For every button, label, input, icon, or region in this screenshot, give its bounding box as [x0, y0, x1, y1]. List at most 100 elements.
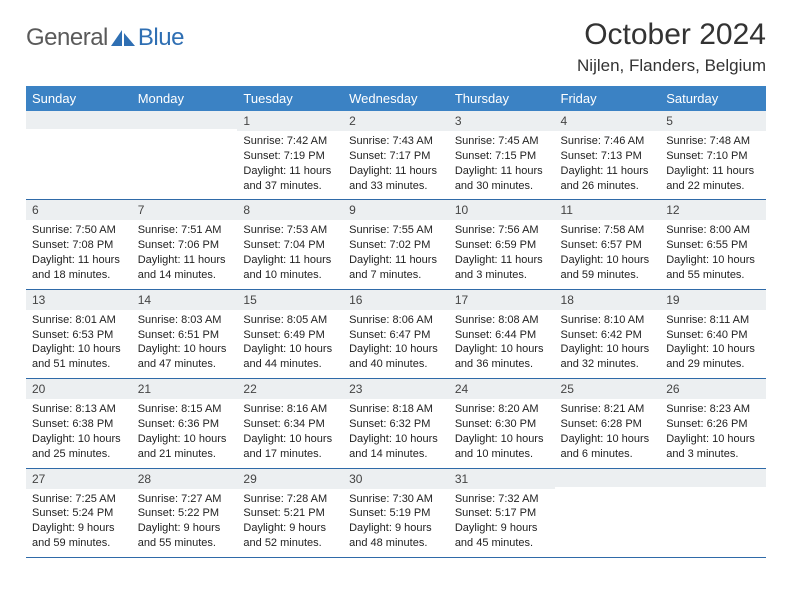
daylight-text: Daylight: 10 hours and 36 minutes. [455, 342, 549, 372]
calendar-day-cell: 13Sunrise: 8:01 AMSunset: 6:53 PMDayligh… [26, 289, 132, 378]
calendar-day-cell [26, 111, 132, 200]
sunset-text: Sunset: 6:32 PM [349, 417, 443, 432]
calendar-day-cell [660, 468, 766, 557]
calendar-day-cell: 5Sunrise: 7:48 AMSunset: 7:10 PMDaylight… [660, 111, 766, 200]
sunrise-text: Sunrise: 7:42 AM [243, 134, 337, 149]
day-details: Sunrise: 8:21 AMSunset: 6:28 PMDaylight:… [555, 399, 661, 467]
daylight-text: Daylight: 10 hours and 32 minutes. [561, 342, 655, 372]
day-details: Sunrise: 7:28 AMSunset: 5:21 PMDaylight:… [237, 489, 343, 557]
sunrise-text: Sunrise: 8:16 AM [243, 402, 337, 417]
daylight-text: Daylight: 10 hours and 3 minutes. [666, 432, 760, 462]
daylight-text: Daylight: 10 hours and 47 minutes. [138, 342, 232, 372]
sunrise-text: Sunrise: 8:20 AM [455, 402, 549, 417]
day-details: Sunrise: 7:50 AMSunset: 7:08 PMDaylight:… [26, 220, 132, 288]
calendar-day-cell: 15Sunrise: 8:05 AMSunset: 6:49 PMDayligh… [237, 289, 343, 378]
daylight-text: Daylight: 11 hours and 26 minutes. [561, 164, 655, 194]
sunrise-text: Sunrise: 7:51 AM [138, 223, 232, 238]
daylight-text: Daylight: 11 hours and 3 minutes. [455, 253, 549, 283]
daylight-text: Daylight: 11 hours and 10 minutes. [243, 253, 337, 283]
daylight-text: Daylight: 10 hours and 14 minutes. [349, 432, 443, 462]
daylight-text: Daylight: 11 hours and 22 minutes. [666, 164, 760, 194]
calendar-table: Sunday Monday Tuesday Wednesday Thursday… [26, 86, 766, 558]
sunset-text: Sunset: 7:17 PM [349, 149, 443, 164]
day-number: 27 [26, 469, 132, 489]
sunrise-text: Sunrise: 8:01 AM [32, 313, 126, 328]
day-header: Sunday [26, 86, 132, 111]
day-number: 24 [449, 379, 555, 399]
sunset-text: Sunset: 6:38 PM [32, 417, 126, 432]
day-details: Sunrise: 8:01 AMSunset: 6:53 PMDaylight:… [26, 310, 132, 378]
day-header: Friday [555, 86, 661, 111]
sunset-text: Sunset: 6:51 PM [138, 328, 232, 343]
day-number: 13 [26, 290, 132, 310]
day-number: 12 [660, 200, 766, 220]
daylight-text: Daylight: 11 hours and 7 minutes. [349, 253, 443, 283]
day-number: 9 [343, 200, 449, 220]
daylight-text: Daylight: 9 hours and 55 minutes. [138, 521, 232, 551]
sunrise-text: Sunrise: 7:27 AM [138, 492, 232, 507]
sunrise-text: Sunrise: 8:18 AM [349, 402, 443, 417]
sunset-text: Sunset: 7:04 PM [243, 238, 337, 253]
calendar-day-cell: 17Sunrise: 8:08 AMSunset: 6:44 PMDayligh… [449, 289, 555, 378]
calendar-day-cell: 29Sunrise: 7:28 AMSunset: 5:21 PMDayligh… [237, 468, 343, 557]
calendar-week-row: 6Sunrise: 7:50 AMSunset: 7:08 PMDaylight… [26, 200, 766, 289]
sunset-text: Sunset: 6:47 PM [349, 328, 443, 343]
day-number: 21 [132, 379, 238, 399]
page-header: General Blue October 2024 Nijlen, Flande… [26, 18, 766, 76]
day-number: 3 [449, 111, 555, 131]
calendar-week-row: 13Sunrise: 8:01 AMSunset: 6:53 PMDayligh… [26, 289, 766, 378]
calendar-day-cell: 31Sunrise: 7:32 AMSunset: 5:17 PMDayligh… [449, 468, 555, 557]
sunrise-text: Sunrise: 7:43 AM [349, 134, 443, 149]
sunrise-text: Sunrise: 7:28 AM [243, 492, 337, 507]
sunrise-text: Sunrise: 8:21 AM [561, 402, 655, 417]
day-details: Sunrise: 8:13 AMSunset: 6:38 PMDaylight:… [26, 399, 132, 467]
daylight-text: Daylight: 11 hours and 18 minutes. [32, 253, 126, 283]
sunrise-text: Sunrise: 7:48 AM [666, 134, 760, 149]
calendar-day-cell: 8Sunrise: 7:53 AMSunset: 7:04 PMDaylight… [237, 200, 343, 289]
calendar-day-cell: 24 Sunrise: 8:20 AMSunset: 6:30 PMDayligh… [449, 379, 555, 468]
day-number: 26 [660, 379, 766, 399]
sunset-text: Sunset: 5:24 PM [32, 506, 126, 521]
sunrise-text: Sunrise: 7:50 AM [32, 223, 126, 238]
day-number: 14 [132, 290, 238, 310]
brand-word2: Blue [138, 24, 184, 52]
day-details: Sunrise: 8:10 AMSunset: 6:42 PMDaylight:… [555, 310, 661, 378]
daylight-text: Daylight: 10 hours and 44 minutes. [243, 342, 337, 372]
sail-icon [110, 29, 136, 47]
day-number: 5 [660, 111, 766, 131]
day-number: 10 [449, 200, 555, 220]
daylight-text: Daylight: 9 hours and 45 minutes. [455, 521, 549, 551]
calendar-week-row: 1Sunrise: 7:42 AMSunset: 7:19 PMDaylight… [26, 111, 766, 200]
calendar-week-row: 27Sunrise: 7:25 AMSunset: 5:24 PMDayligh… [26, 468, 766, 557]
daylight-text: Daylight: 11 hours and 14 minutes. [138, 253, 232, 283]
day-header: Wednesday [343, 86, 449, 111]
daylight-text: Daylight: 10 hours and 29 minutes. [666, 342, 760, 372]
sunset-text: Sunset: 6:30 PM [455, 417, 549, 432]
day-details: Sunrise: 7:56 AMSunset: 6:59 PMDaylight:… [449, 220, 555, 288]
sunset-text: Sunset: 6:36 PM [138, 417, 232, 432]
empty-day-number [555, 469, 661, 487]
day-details: Sunrise: 7:25 AMSunset: 5:24 PMDaylight:… [26, 489, 132, 557]
sunrise-text: Sunrise: 8:00 AM [666, 223, 760, 238]
calendar-day-cell: 21Sunrise: 8:15 AMSunset: 6:36 PMDayligh… [132, 379, 238, 468]
sunset-text: Sunset: 7:15 PM [455, 149, 549, 164]
sunrise-text: Sunrise: 7:55 AM [349, 223, 443, 238]
daylight-text: Daylight: 10 hours and 10 minutes. [455, 432, 549, 462]
daylight-text: Daylight: 10 hours and 17 minutes. [243, 432, 337, 462]
calendar-day-cell: 16Sunrise: 8:06 AMSunset: 6:47 PMDayligh… [343, 289, 449, 378]
day-number: 4 [555, 111, 661, 131]
sunrise-text: Sunrise: 8:15 AM [138, 402, 232, 417]
day-details: Sunrise: 7:53 AMSunset: 7:04 PMDaylight:… [237, 220, 343, 288]
day-details: Sunrise: 8:11 AMSunset: 6:40 PMDaylight:… [660, 310, 766, 378]
day-number: 15 [237, 290, 343, 310]
day-details: Sunrise: 7:32 AMSunset: 5:17 PMDaylight:… [449, 489, 555, 557]
calendar-day-cell: 23Sunrise: 8:18 AMSunset: 6:32 PMDayligh… [343, 379, 449, 468]
day-number: 16 [343, 290, 449, 310]
day-details: Sunrise: 7:46 AMSunset: 7:13 PMDaylight:… [555, 131, 661, 199]
calendar-day-cell: 19Sunrise: 8:11 AMSunset: 6:40 PMDayligh… [660, 289, 766, 378]
sunset-text: Sunset: 5:17 PM [455, 506, 549, 521]
sunrise-text: Sunrise: 7:45 AM [455, 134, 549, 149]
daylight-text: Daylight: 9 hours and 59 minutes. [32, 521, 126, 551]
day-details: Sunrise: 8:23 AMSunset: 6:26 PMDaylight:… [660, 399, 766, 467]
calendar-day-cell: 1Sunrise: 7:42 AMSunset: 7:19 PMDaylight… [237, 111, 343, 200]
